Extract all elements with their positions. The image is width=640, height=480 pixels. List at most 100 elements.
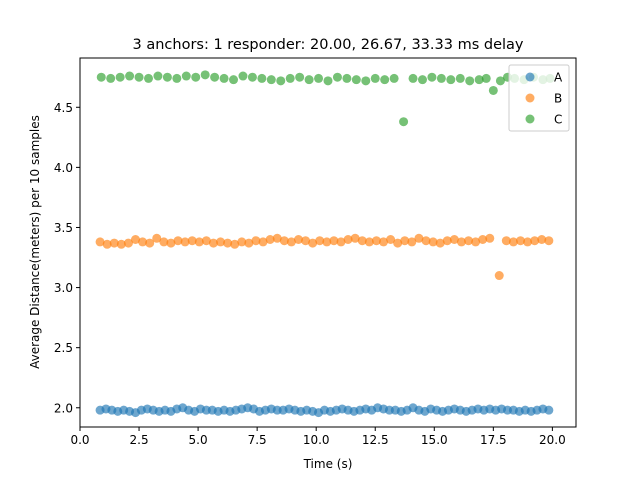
data-point-c-10 (191, 72, 201, 82)
data-point-c-43 (495, 76, 505, 86)
data-point-b-50 (449, 235, 459, 244)
data-point-c-23 (314, 73, 324, 83)
data-points (95, 70, 555, 418)
x-tick-label: 10.0 (303, 433, 330, 447)
data-point-c-14 (229, 75, 239, 85)
data-point-b-26 (279, 236, 289, 246)
legend-label-a: A (554, 71, 563, 85)
data-point-b-14 (194, 237, 204, 247)
data-point-c-38 (455, 73, 465, 83)
data-point-b-28 (293, 235, 303, 244)
data-point-b-5 (131, 235, 140, 244)
data-point-b-38 (364, 237, 374, 247)
data-point-b-22 (251, 236, 261, 246)
data-point-b-11 (173, 236, 183, 246)
y-axis-title: Average Distance(meters) per 10 samples (28, 115, 42, 369)
data-point-c-7 (162, 72, 172, 82)
data-point-b-40 (379, 237, 388, 247)
x-tick-label: 0.0 (70, 433, 89, 447)
data-point-b-15 (201, 236, 211, 246)
data-point-c-5 (144, 73, 153, 83)
y-tick-label: 3.5 (54, 221, 73, 235)
data-point-c-42 (488, 85, 498, 95)
data-point-b-20 (237, 237, 247, 247)
data-point-c-4 (134, 72, 144, 82)
data-point-b-18 (223, 238, 233, 248)
chart-title: 3 anchors: 1 responder: 20.00, 26.67, 33… (133, 37, 524, 53)
legend-label-b: B (554, 92, 562, 106)
x-tick-label: 12.5 (362, 433, 389, 447)
data-point-c-33 (408, 73, 418, 83)
legend: A B C (508, 64, 570, 132)
y-tick-label: 4.5 (54, 101, 73, 115)
data-point-b-27 (286, 237, 296, 247)
data-point-b-29 (301, 236, 311, 246)
x-tick-label: 17.5 (480, 433, 507, 447)
data-point-a-76 (544, 405, 554, 415)
data-point-c-30 (380, 75, 390, 85)
data-point-c-16 (247, 72, 257, 82)
data-point-b-17 (216, 237, 226, 247)
data-point-c-25 (332, 72, 342, 82)
data-point-b-35 (343, 235, 353, 244)
data-point-b-57 (501, 236, 511, 246)
data-point-b-25 (272, 233, 282, 243)
data-point-c-18 (266, 75, 276, 85)
data-point-c-11 (200, 70, 210, 80)
data-point-b-6 (138, 237, 148, 247)
data-point-b-19 (230, 239, 240, 249)
x-tick-label: 2.5 (130, 433, 149, 447)
data-point-c-26 (342, 73, 352, 83)
data-point-b-23 (258, 237, 268, 247)
data-point-c-29 (370, 73, 380, 83)
data-point-b-54 (478, 235, 488, 244)
x-tick-label: 7.5 (248, 433, 267, 447)
data-point-b-16 (208, 238, 218, 248)
data-point-c-41 (481, 73, 491, 83)
x-axis: 0.0 2.5 5.0 7.5 10.0 12.5 15.0 17.5 20.0 (70, 427, 566, 447)
data-point-c-37 (446, 75, 456, 85)
data-point-b-46 (421, 236, 431, 246)
data-point-b-36 (350, 233, 360, 243)
data-point-c-36 (436, 73, 446, 83)
data-point-c-2 (115, 72, 125, 82)
data-point-b-9 (159, 237, 169, 247)
y-tick-label: 2.0 (54, 401, 73, 415)
data-point-b-48 (435, 238, 445, 248)
legend-marker-c (525, 114, 535, 124)
data-point-c-17 (257, 73, 267, 83)
data-point-b-1 (102, 239, 112, 249)
plot-frame (79, 57, 577, 428)
legend-label-c: C (554, 113, 562, 127)
data-point-c-27 (351, 75, 361, 85)
data-point-b-21 (244, 238, 254, 248)
legend-box (508, 64, 570, 132)
data-point-b-42 (393, 238, 403, 248)
data-point-b-24 (265, 235, 275, 244)
data-point-b-60 (523, 237, 533, 247)
data-point-b-56 (494, 271, 504, 281)
data-point-c-0 (96, 72, 106, 82)
legend-marker-b (525, 93, 535, 103)
data-point-b-62 (537, 235, 547, 244)
data-point-b-47 (428, 237, 438, 247)
data-point-b-2 (109, 238, 119, 248)
data-point-b-13 (187, 236, 197, 246)
legend-marker-a (525, 72, 535, 82)
data-point-b-49 (442, 236, 452, 246)
data-point-b-0 (95, 237, 105, 247)
data-point-b-58 (508, 237, 518, 247)
y-tick-label: 4.0 (54, 161, 73, 175)
data-point-b-3 (116, 239, 126, 249)
data-point-b-43 (400, 236, 410, 246)
data-point-c-24 (323, 76, 333, 86)
data-point-c-9 (181, 71, 191, 81)
x-tick-label: 15.0 (421, 433, 448, 447)
data-point-b-32 (322, 237, 332, 247)
data-point-c-12 (210, 72, 220, 82)
y-axis: 2.0 2.5 3.0 3.5 4.0 4.5 (54, 101, 80, 415)
data-point-b-31 (315, 236, 325, 246)
data-point-c-32 (399, 117, 409, 127)
data-point-b-12 (180, 237, 190, 247)
data-point-b-45 (414, 233, 424, 243)
